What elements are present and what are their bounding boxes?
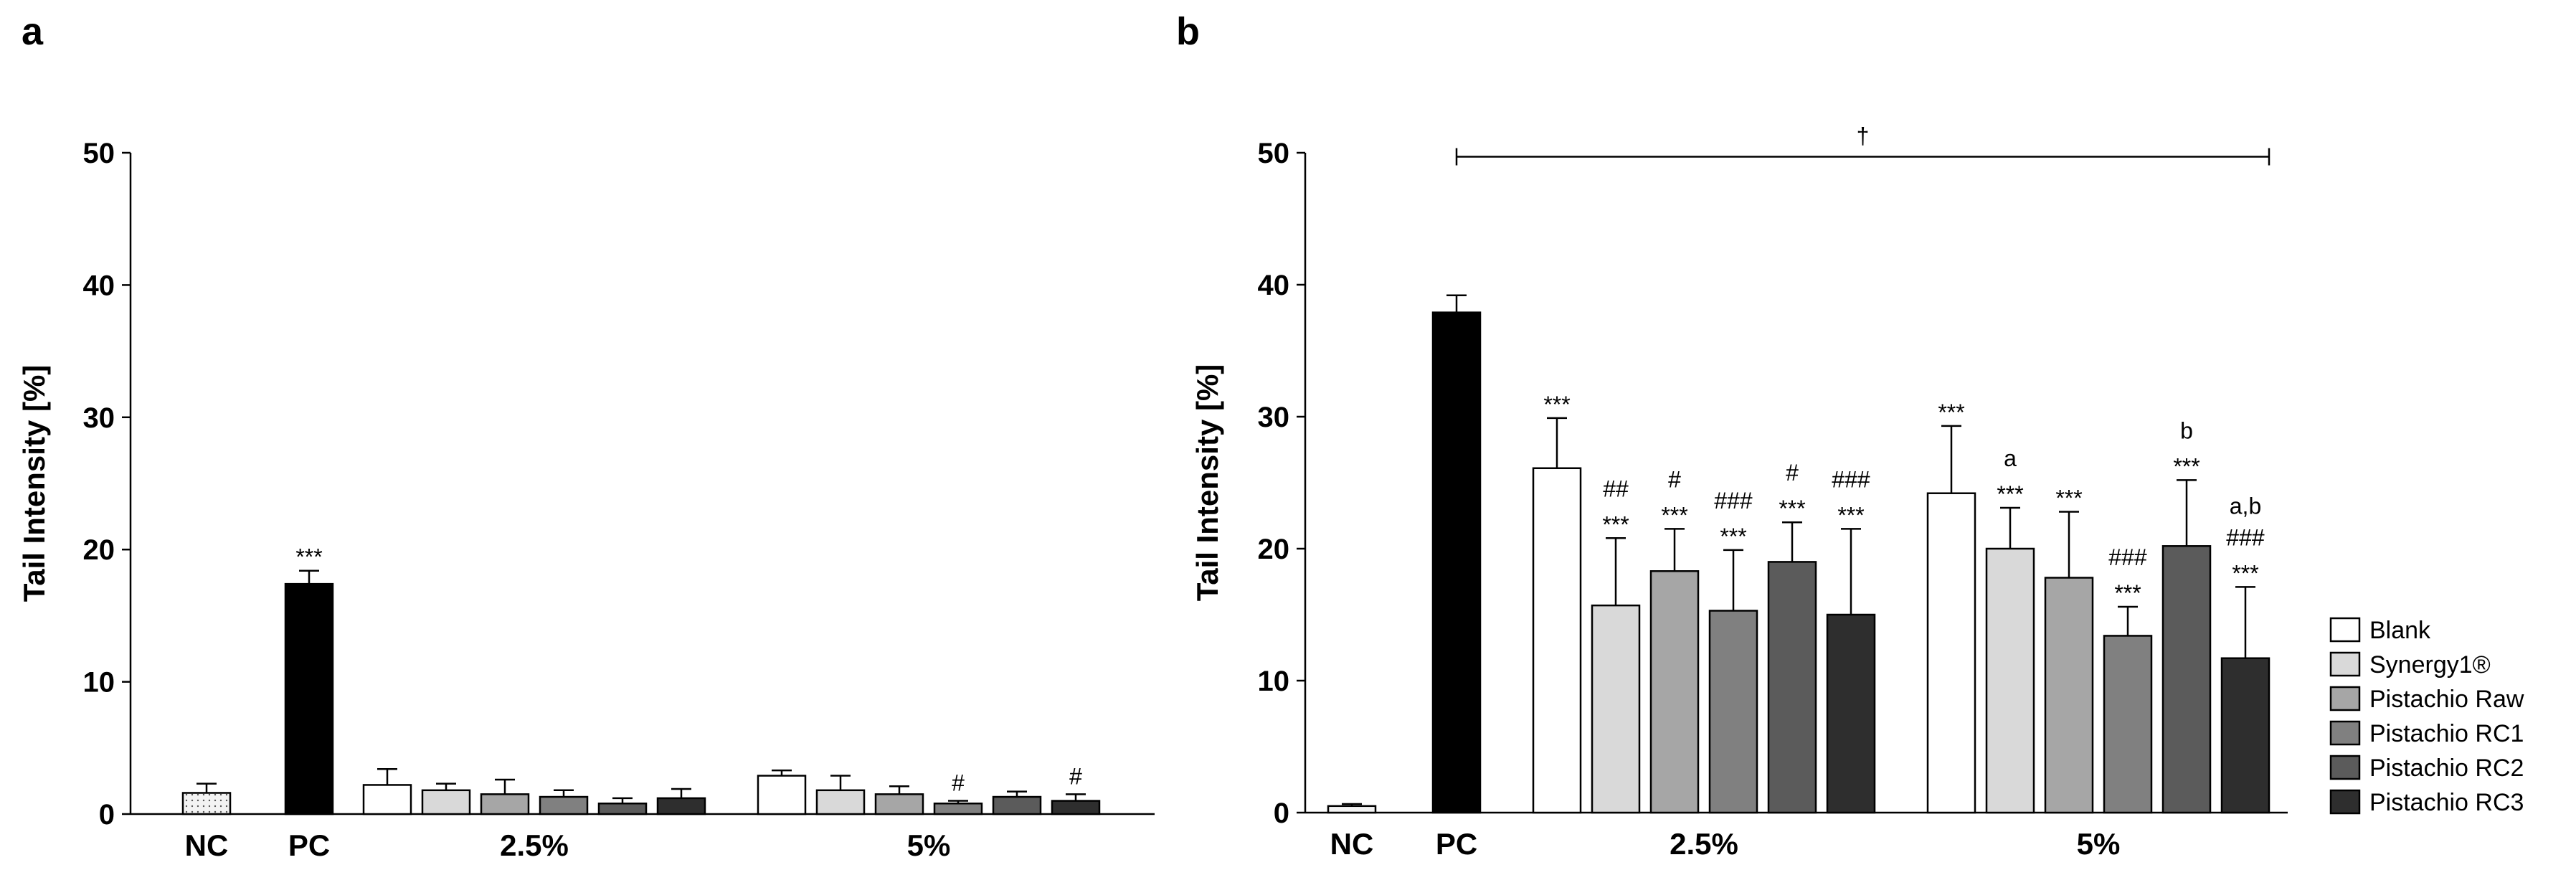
- bar: [874, 793, 924, 815]
- y-tick-label: 20: [1258, 534, 1290, 565]
- y-tick-label: 0: [1274, 798, 1289, 829]
- bar: [597, 802, 648, 815]
- bar: [2103, 635, 2153, 814]
- legend-label: Pistachio RC2: [2369, 755, 2524, 782]
- bar: [1532, 467, 1582, 814]
- significance-label: ***: [1837, 502, 1864, 528]
- y-tick-label: 50: [83, 138, 115, 169]
- significance-label: ***: [1997, 481, 2023, 507]
- bar: [2161, 545, 2212, 814]
- x-category-label: PC: [288, 828, 330, 862]
- legend-label: Pistachio RC3: [2369, 789, 2524, 816]
- legend-swatch: [2329, 686, 2361, 711]
- legend-swatch: [2329, 720, 2361, 746]
- bar: [284, 582, 334, 815]
- y-tick-label: 40: [1258, 270, 1290, 301]
- significance-label: ***: [1779, 496, 1805, 521]
- bar: [1649, 570, 1700, 814]
- bar: [181, 792, 232, 815]
- x-category-label: 2.5%: [500, 828, 569, 862]
- significance-label: ***: [1938, 399, 1964, 425]
- legend-swatch: [2329, 789, 2361, 815]
- bar: [1327, 805, 1377, 814]
- significance-label: a: [2004, 445, 2017, 471]
- significance-label: ***: [1661, 502, 1687, 528]
- bar: [992, 795, 1042, 815]
- significance-label: ***: [2232, 560, 2258, 586]
- y-axis-label: Tail Intensity [%]: [1190, 364, 1224, 602]
- y-tick-label: 0: [99, 799, 115, 831]
- bar: [2044, 577, 2094, 814]
- bar: [539, 795, 589, 815]
- y-tick-label: 50: [1258, 138, 1290, 169]
- bar: [815, 789, 866, 815]
- significance-label: ***: [1602, 511, 1629, 537]
- x-category-label: 2.5%: [1670, 827, 1738, 861]
- significance-label: #: [1069, 763, 1082, 789]
- chart-panel-a: a 0 10 20 30 40 50 Tail Intensity [%] *** # # NC PC 2…: [17, 10, 1155, 862]
- y-tick-label: 40: [83, 270, 115, 301]
- bar: [1708, 610, 1758, 814]
- y-axis-label: Tail Intensity [%]: [17, 365, 51, 602]
- bar: [362, 784, 412, 815]
- bar: [2220, 657, 2270, 814]
- panel-label: b: [1176, 10, 1200, 53]
- legend: Blank Synergy1® Pistachio Raw Pistachio RC1…: [2329, 617, 2524, 816]
- significance-label: ###: [1832, 466, 1870, 492]
- significance-label: ***: [2173, 453, 2199, 479]
- significance-label: ##: [1603, 476, 1629, 501]
- bar: [1985, 547, 2035, 814]
- bar: [656, 797, 706, 815]
- legend-swatch: [2329, 651, 2361, 677]
- bar: [757, 775, 807, 815]
- significance-label: #: [1786, 460, 1799, 486]
- bracket-label: †: [1857, 123, 1870, 149]
- significance-label: ***: [295, 544, 322, 570]
- significance-label: b: [2180, 417, 2193, 443]
- y-tick-label: 30: [83, 402, 115, 434]
- y-tick-label: 10: [83, 667, 115, 699]
- bar: [1051, 800, 1101, 815]
- significance-label: ###: [2108, 544, 2147, 570]
- significance-label: a,b: [2230, 493, 2261, 519]
- significance-label: #: [1668, 466, 1681, 492]
- y-tick-label: 20: [83, 534, 115, 566]
- significance-label: ***: [1720, 524, 1746, 549]
- legend-swatch: [2329, 755, 2361, 780]
- x-category-label: 5%: [907, 828, 951, 862]
- legend-label: Synergy1®: [2369, 651, 2491, 678]
- bar: [421, 789, 471, 815]
- bar: [1591, 604, 1641, 814]
- bar: [1926, 492, 1976, 814]
- bar: [1826, 613, 1876, 814]
- legend-label: Blank: [2369, 617, 2431, 644]
- significance-label: ###: [1714, 488, 1753, 514]
- bar: [1767, 561, 1817, 814]
- bar: [480, 793, 530, 815]
- significance-label: #: [952, 770, 965, 796]
- y-tick-label: 10: [1258, 666, 1290, 697]
- panel-label: a: [22, 10, 44, 53]
- x-category-label: PC: [1436, 827, 1477, 861]
- significance-label: ***: [1543, 392, 1570, 417]
- x-category-label: NC: [1330, 827, 1374, 861]
- x-category-label: NC: [185, 828, 229, 862]
- bar: [1431, 311, 1482, 814]
- y-tick-label: 30: [1258, 402, 1290, 433]
- x-category-label: 5%: [2077, 827, 2121, 861]
- legend-swatch: [2329, 617, 2361, 643]
- bar: [933, 802, 983, 815]
- legend-label: Pistachio Raw: [2369, 686, 2524, 713]
- legend-label: Pistachio RC1: [2369, 720, 2524, 747]
- significance-label: ###: [2226, 524, 2265, 550]
- significance-label: ***: [2055, 485, 2082, 511]
- significance-label: ***: [2114, 580, 2141, 606]
